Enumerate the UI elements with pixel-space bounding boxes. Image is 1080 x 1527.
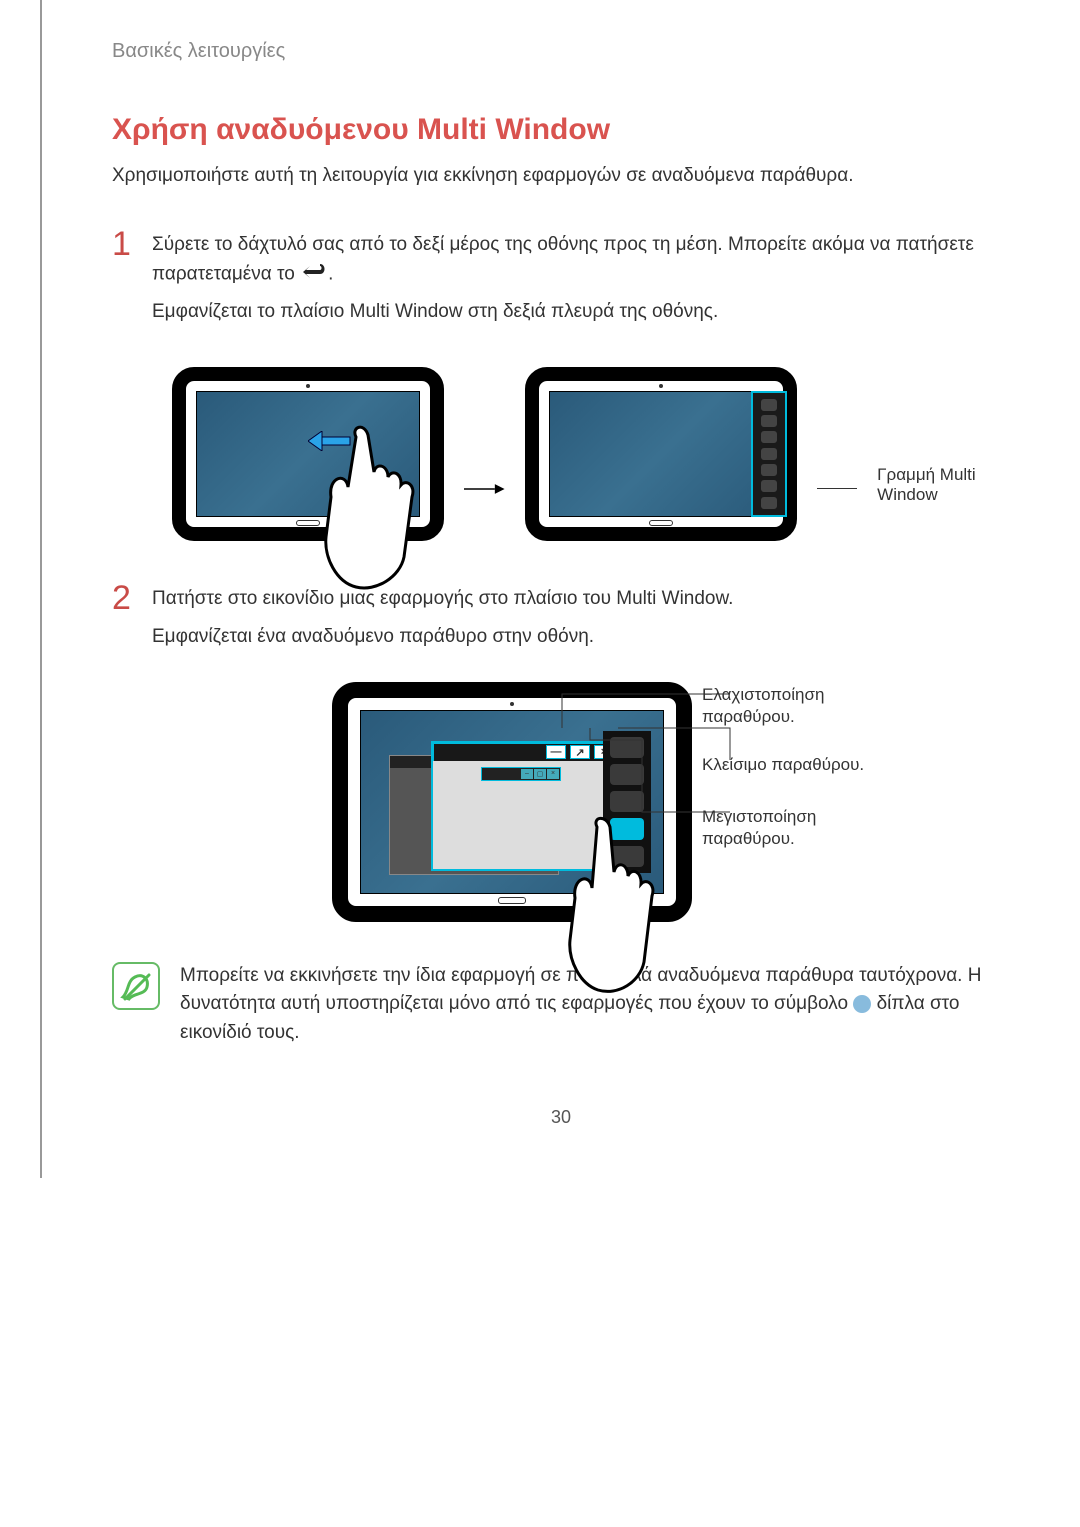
step-1-text-a: Σύρετε το δάχτυλό σας από το δεξί μέρος … [152, 234, 974, 284]
page-number: 30 [112, 1107, 1010, 1128]
multi-window-bar [751, 391, 787, 517]
maximize-button-icon: ↗ [570, 745, 590, 759]
tablet-screen [549, 391, 773, 517]
step-2-line-1: Πατήστε στο εικονίδιο μιας εφαρμογής στο… [152, 585, 733, 614]
step-1: 1 Σύρετε το δάχτυλό σας από το δεξί μέρο… [112, 227, 1010, 337]
camera-dot [510, 702, 514, 706]
minimize-button-icon: — [546, 745, 566, 759]
page: Βασικές λειτουργίες Χρήση αναδυόμενου Mu… [40, 0, 1080, 1178]
mw-app-icon [761, 464, 777, 476]
camera-dot [306, 384, 310, 388]
step-1-text-b: . [328, 263, 333, 284]
label-minimize-text: Ελαχιστοποίηση παραθύρου. [702, 684, 882, 728]
figure-2-labels: Ελαχιστοποίηση παραθύρου. Κλείσιμο παραθ… [702, 682, 882, 850]
mw-app-icon [761, 448, 777, 460]
mw-app-icon [761, 480, 777, 492]
tablet-right [525, 367, 797, 541]
tablet-left [172, 367, 444, 541]
mw-app-icon [610, 791, 644, 812]
note-icon [112, 962, 160, 1010]
label-maximize: Μεγιστοποίηση παραθύρου. [702, 806, 882, 850]
home-button-icon [498, 897, 526, 904]
sub-max-icon: ▢ [534, 769, 546, 779]
figure-1: Γραμμή Multi Window [172, 367, 1010, 541]
camera-dot [659, 384, 663, 388]
label-close-text: Κλείσιμο παραθύρου. [702, 754, 864, 776]
multi-instance-symbol-icon [853, 995, 871, 1013]
step-2-line-2: Εμφανίζεται ένα αναδυόμενο παράθυρο στην… [152, 623, 733, 652]
mw-app-icon [761, 399, 777, 411]
label-close: Κλείσιμο παραθύρου. [702, 754, 882, 776]
figure-2-tablet-wrap: — ↗ × – ▢ × [332, 682, 692, 922]
step-1-number: 1 [112, 227, 152, 337]
sub-close-icon: × [547, 769, 559, 779]
sub-min-icon: – [521, 769, 533, 779]
step-2-number: 2 [112, 581, 152, 662]
label-minimize: Ελαχιστοποίηση παραθύρου. [702, 684, 882, 728]
step-1-line-2: Εμφανίζεται το πλαίσιο Multi Window στη … [152, 298, 1010, 327]
label-maximize-text: Μεγιστοποίηση παραθύρου. [702, 806, 882, 850]
breadcrumb: Βασικές λειτουργίες [112, 40, 1010, 63]
home-button-icon [649, 520, 673, 526]
step-2: 2 Πατήστε στο εικονίδιο μιας εφαρμογής σ… [112, 581, 1010, 662]
step-1-line-1: Σύρετε το δάχτυλό σας από το δεξί μέρος … [152, 231, 1010, 288]
step-2-body: Πατήστε στο εικονίδιο μιας εφαρμογής στο… [152, 581, 733, 662]
mw-app-icon [761, 431, 777, 443]
mw-app-icon [610, 764, 644, 785]
section-title: Χρήση αναδυόμενου Multi Window [112, 113, 1010, 147]
hand-tap-icon [542, 812, 672, 1002]
figure-1-label: Γραμμή Multi Window [877, 465, 1010, 505]
hand-swipe-icon [296, 417, 436, 597]
arrow-right-icon [464, 479, 505, 499]
figure-2: — ↗ × – ▢ × [332, 682, 1010, 922]
mw-app-icon [610, 737, 644, 758]
intro-text: Χρησιμοποιήστε αυτή τη λειτουργία για εκ… [112, 165, 1010, 187]
popup-sub-titlebar: – ▢ × [481, 767, 561, 781]
mw-app-icon [761, 415, 777, 427]
popup-titlebar: — ↗ × [433, 743, 619, 761]
back-icon [300, 260, 328, 289]
callout-line [817, 488, 858, 489]
mw-app-icon [761, 497, 777, 509]
step-1-body: Σύρετε το δάχτυλό σας από το δεξί μέρος … [152, 227, 1010, 337]
